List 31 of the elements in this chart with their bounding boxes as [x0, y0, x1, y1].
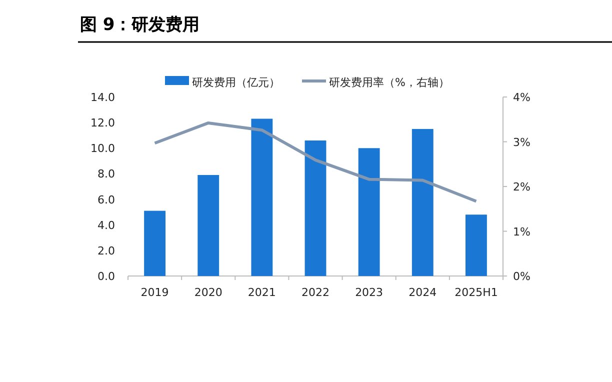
y-tick-label: 2.0	[98, 244, 115, 258]
x-tick-label: 2024	[408, 286, 437, 299]
bar	[412, 128, 434, 276]
y-tick-label: 6.0	[98, 193, 115, 206]
bar	[144, 210, 166, 276]
y-tick-label: 10.0	[90, 142, 115, 156]
y2-tick-label: 1%	[513, 225, 530, 238]
y2-tick-label: 4%	[513, 91, 530, 104]
line-series	[153, 121, 478, 203]
legend-label: 研发费用（亿元）	[192, 76, 280, 89]
bar	[304, 140, 326, 276]
y-tick-label: 4.0	[98, 218, 115, 232]
x-tick-label: 2022	[302, 286, 330, 299]
bar	[466, 214, 487, 276]
x-tick-label: 2023	[355, 286, 384, 299]
x-tick-label: 2025H1	[454, 286, 498, 299]
x-tick-label: 2020	[194, 286, 222, 299]
y2-tick-label: 0%	[513, 270, 530, 283]
x-tick-label: 2021	[248, 286, 276, 299]
x-tick-label: 2019	[140, 286, 169, 299]
y2-tick-label: 2%	[513, 180, 530, 194]
y-tick-label: 12.0	[90, 116, 115, 130]
y2-tick-label: 3%	[513, 136, 530, 149]
legend-label: 研发费用率（%，右轴）	[329, 76, 450, 89]
y-tick-label: 8.0	[98, 168, 115, 181]
y-tick-label: 0.0	[98, 270, 115, 283]
bar	[198, 174, 220, 276]
bar	[358, 148, 380, 276]
chart-title: 图 9：研发费用	[80, 15, 200, 35]
bar	[251, 118, 273, 276]
y-tick-label: 14.0	[90, 91, 115, 104]
